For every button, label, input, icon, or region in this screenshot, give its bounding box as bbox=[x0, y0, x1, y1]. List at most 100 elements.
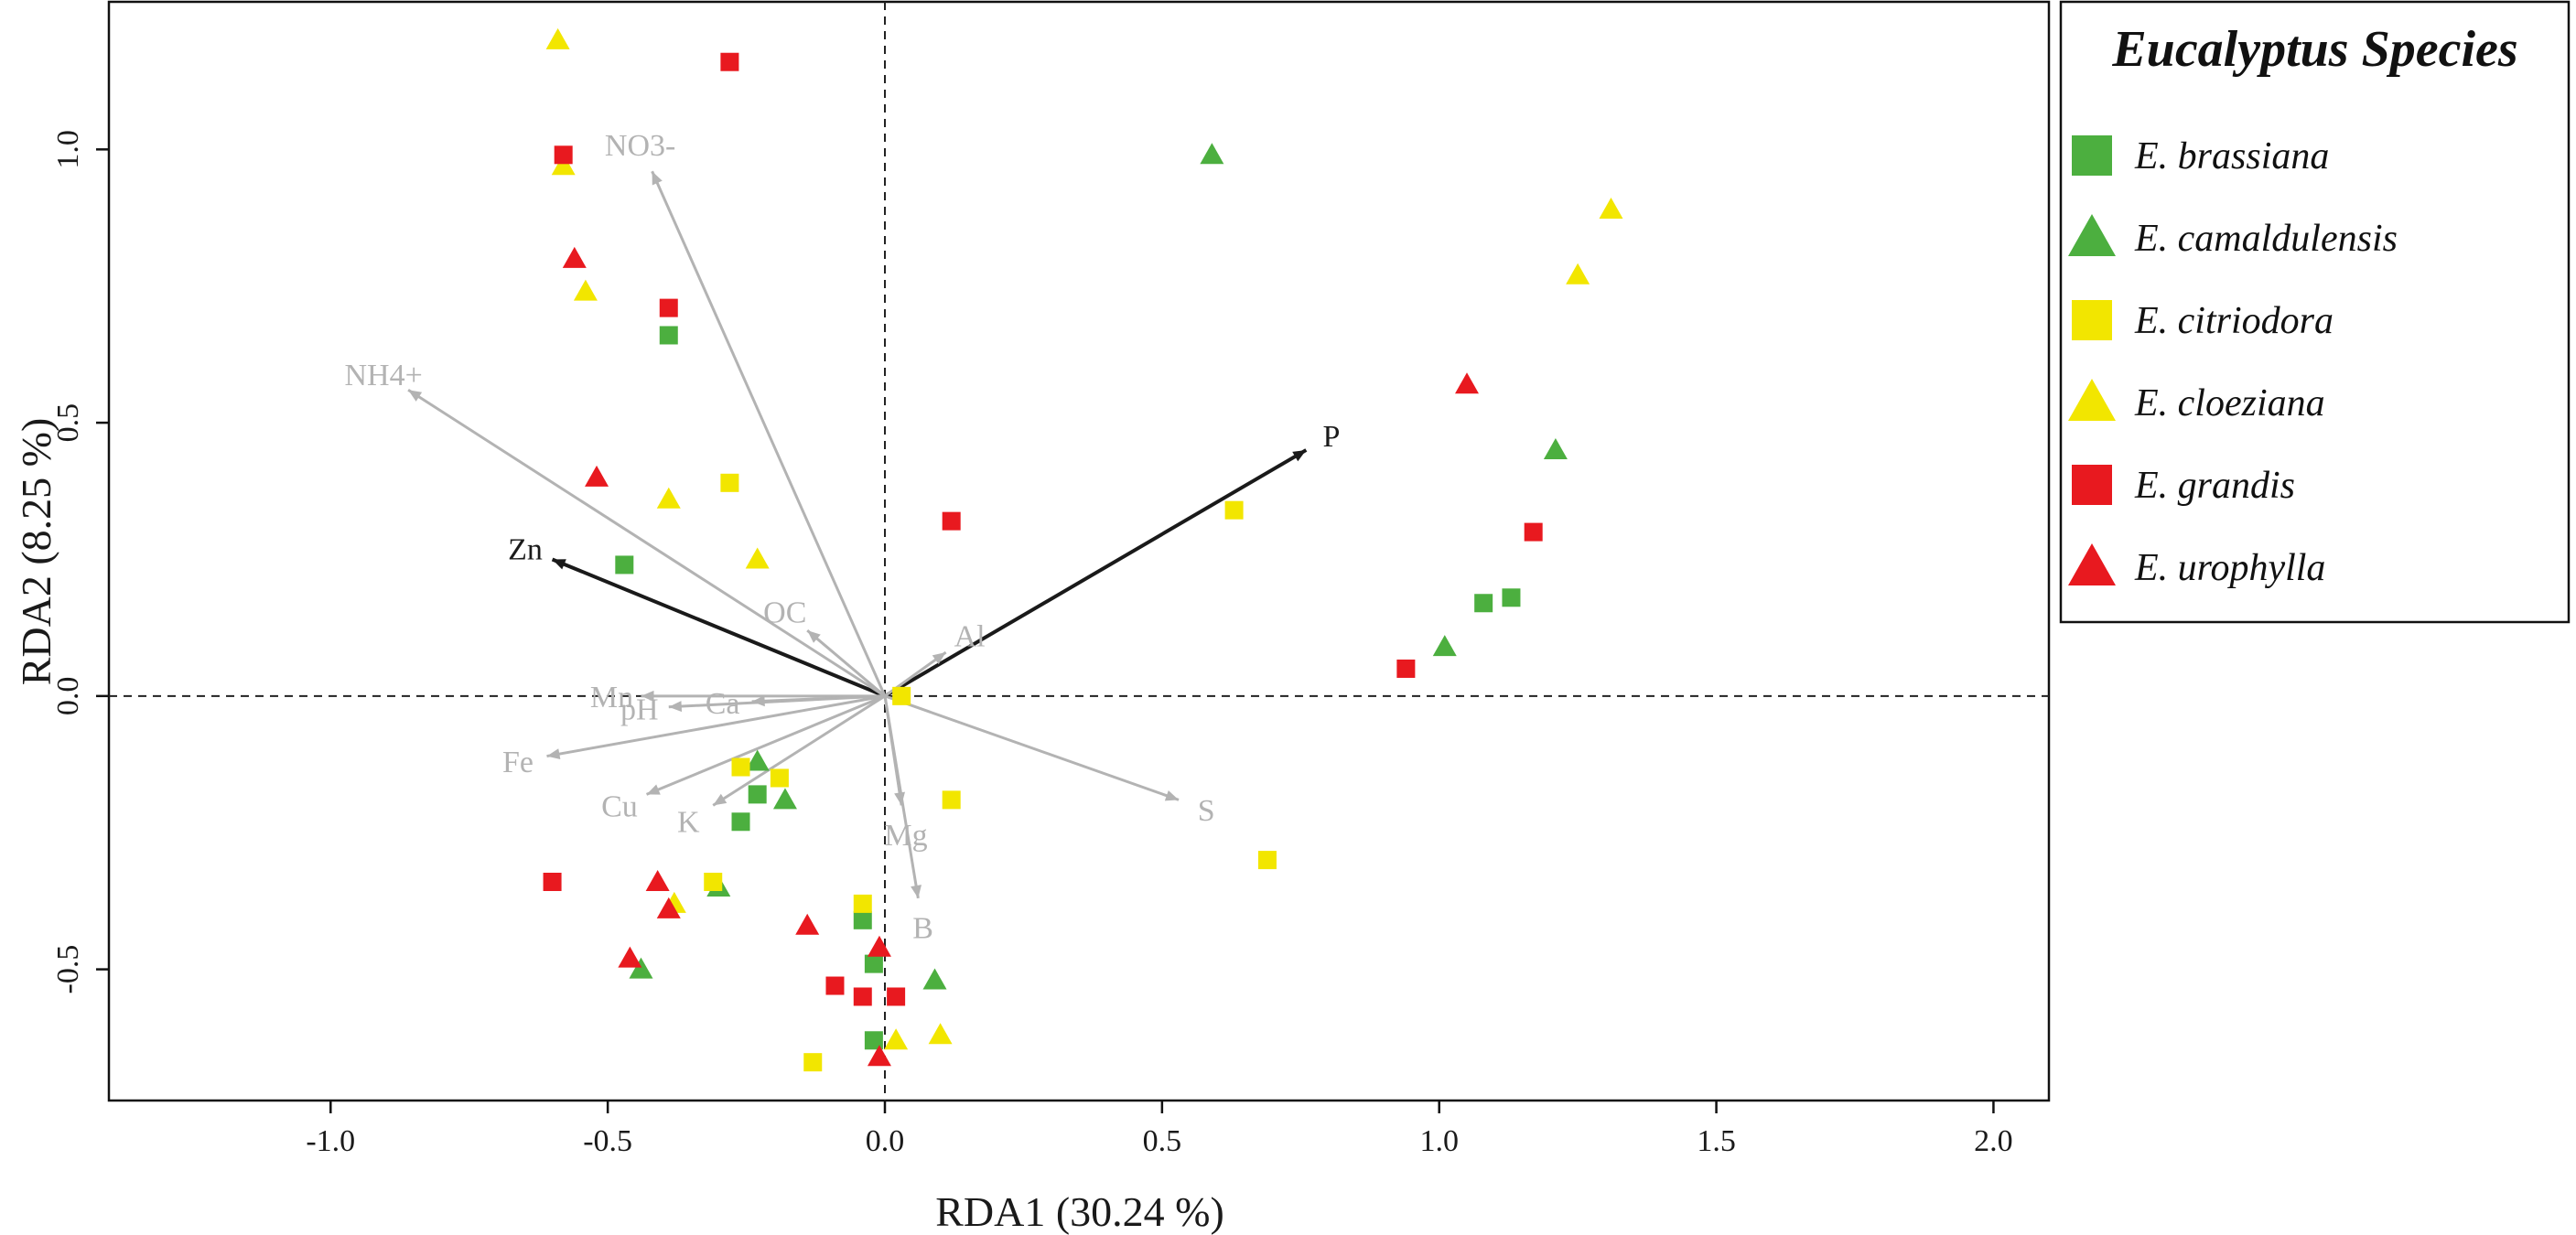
legend-label: E. citriodora bbox=[2134, 300, 2333, 342]
data-point-square bbox=[748, 785, 767, 804]
data-point-square bbox=[803, 1053, 823, 1072]
data-point-triangle bbox=[884, 1028, 909, 1050]
data-point-triangle bbox=[1566, 263, 1590, 285]
legend-entry-e-cloeziana: E. cloeziana bbox=[2068, 379, 2325, 424]
data-point-triangle bbox=[645, 869, 670, 891]
data-point-square bbox=[659, 326, 678, 345]
legend-symbol-triangle bbox=[2068, 379, 2116, 421]
y-tick-label: -0.5 bbox=[51, 945, 85, 994]
legend-symbol-square bbox=[2072, 465, 2112, 505]
data-point-triangle bbox=[1543, 437, 1568, 459]
data-point-square bbox=[853, 987, 872, 1006]
data-point-square bbox=[853, 910, 872, 929]
vector-fe: Fe bbox=[502, 694, 886, 779]
data-point-triangle bbox=[1432, 635, 1457, 657]
x-tick-label: -0.5 bbox=[583, 1124, 632, 1158]
data-point-triangle bbox=[928, 1023, 953, 1045]
data-point-square bbox=[864, 954, 883, 973]
legend-symbol-triangle bbox=[2068, 543, 2116, 585]
series-e-grandis bbox=[543, 52, 1543, 1006]
vector-arrowhead bbox=[641, 690, 654, 702]
data-point-square bbox=[1396, 659, 1416, 678]
x-tick-label: 0.0 bbox=[866, 1124, 905, 1158]
vector-arrowhead bbox=[1164, 790, 1180, 801]
vector-zn: Zn bbox=[508, 532, 886, 698]
data-point-square bbox=[1474, 594, 1493, 613]
x-tick-label: 1.0 bbox=[1419, 1124, 1459, 1158]
vector-arrowhead bbox=[1292, 449, 1307, 462]
vector-arrowhead bbox=[546, 748, 561, 760]
data-point-triangle bbox=[562, 246, 587, 268]
data-point-square bbox=[1524, 522, 1543, 542]
series-e-brassiana bbox=[615, 326, 1521, 1050]
data-point-triangle bbox=[1200, 143, 1224, 165]
data-point-triangle bbox=[629, 957, 653, 979]
data-point-triangle bbox=[867, 1045, 891, 1067]
legend-symbol-triangle bbox=[2068, 214, 2116, 256]
x-tick-label: 2.0 bbox=[1974, 1124, 2013, 1158]
series-e-urophylla bbox=[562, 246, 1479, 1067]
vector-line bbox=[884, 694, 1180, 801]
legend-entry-e-camaldulensis: E. camaldulensis bbox=[2068, 214, 2398, 260]
data-point-square bbox=[731, 812, 750, 832]
legend-entry-e-brassiana: E. brassiana bbox=[2072, 135, 2329, 177]
vector-label: OC bbox=[763, 596, 806, 629]
vector-line bbox=[883, 695, 920, 899]
data-point-triangle bbox=[1599, 198, 1623, 220]
vector-label: Mn bbox=[590, 681, 633, 714]
vector-label: S bbox=[1198, 794, 1215, 828]
vector-line bbox=[883, 448, 1308, 698]
legend-entry-e-grandis: E. grandis bbox=[2072, 465, 2295, 507]
vector-line bbox=[668, 694, 886, 709]
y-axis: -0.5 0.0 0.5 1.0 bbox=[51, 130, 109, 994]
data-point-square bbox=[554, 145, 573, 165]
legend-symbol-square bbox=[2072, 135, 2112, 176]
x-tick-label: -1.0 bbox=[306, 1124, 355, 1158]
x-tick-label: 1.5 bbox=[1697, 1124, 1736, 1158]
vector-label: NH4+ bbox=[345, 359, 423, 392]
vector-arrowhead bbox=[552, 559, 566, 570]
data-point-square bbox=[1257, 851, 1277, 870]
y-tick-label: 1.0 bbox=[51, 130, 85, 169]
data-point-square bbox=[615, 555, 634, 575]
vector-label: Cu bbox=[601, 790, 638, 824]
vector-label: NO3- bbox=[605, 129, 675, 163]
data-point-triangle bbox=[656, 487, 681, 509]
legend-label: E. camaldulensis bbox=[2134, 218, 2398, 260]
legend-symbol-square bbox=[2072, 300, 2112, 340]
vector-arrowhead bbox=[408, 390, 423, 402]
vector-arrowhead bbox=[751, 695, 765, 707]
vector-arrowhead bbox=[932, 652, 946, 665]
series-e-citriodora bbox=[704, 473, 1277, 1072]
x-axis-title: RDA1 (30.24 %) bbox=[935, 1188, 1224, 1235]
data-point-square bbox=[659, 298, 678, 317]
legend-label: E. urophylla bbox=[2134, 547, 2325, 589]
series-e-camaldulensis bbox=[629, 143, 1568, 990]
data-point-square bbox=[892, 686, 911, 705]
data-point-square bbox=[1502, 588, 1521, 607]
y-tick-label: 0.5 bbox=[51, 403, 85, 443]
sample-points bbox=[543, 27, 1623, 1072]
data-point-triangle bbox=[585, 465, 609, 487]
vector-label: Fe bbox=[502, 746, 534, 779]
vector-arrowhead bbox=[911, 885, 922, 898]
vector-arrowhead bbox=[668, 701, 683, 713]
data-point-triangle bbox=[573, 279, 598, 301]
vector-line bbox=[806, 628, 886, 697]
vector-ph: pH bbox=[620, 693, 886, 726]
vector-arrowhead bbox=[713, 793, 728, 806]
x-axis: -1.0 -0.5 0.0 0.5 1.0 1.5 2.0 bbox=[306, 1101, 2013, 1158]
data-point-square bbox=[731, 757, 750, 777]
data-point-triangle bbox=[772, 788, 797, 810]
data-point-square bbox=[942, 790, 961, 810]
data-point-triangle bbox=[1455, 372, 1479, 394]
data-point-triangle bbox=[551, 154, 576, 176]
data-point-triangle bbox=[867, 935, 891, 957]
legend-box bbox=[2059, 0, 2571, 624]
y-tick-label: 0.0 bbox=[51, 677, 85, 716]
legend-entry-e-urophylla: E. urophylla bbox=[2068, 543, 2325, 589]
vector-arrowhead bbox=[652, 171, 663, 186]
vector-al: Al bbox=[884, 619, 986, 698]
